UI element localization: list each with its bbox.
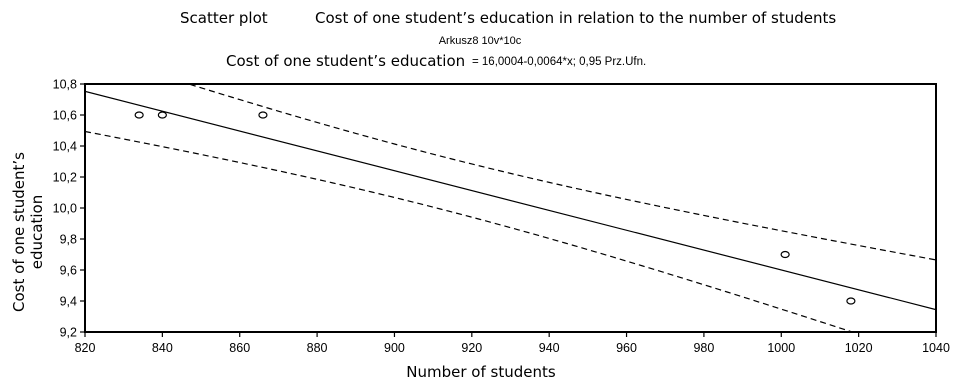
x-tick-label: 1020 xyxy=(845,341,873,355)
y-tick-label: 10,6 xyxy=(53,109,77,123)
regression-layer xyxy=(85,90,936,311)
x-tick-label: 840 xyxy=(152,341,173,355)
y-tick-label: 10,0 xyxy=(53,202,77,216)
x-tick-label: 900 xyxy=(384,341,405,355)
x-tick-label: 940 xyxy=(539,341,560,355)
x-tick-label: 860 xyxy=(229,341,250,355)
x-tick-label: 980 xyxy=(693,341,714,355)
y-axis-label-line1: Cost of one student’s xyxy=(10,152,28,312)
y-tick-label: 10,8 xyxy=(53,78,77,92)
y-tick-label: 9,2 xyxy=(60,326,77,340)
chart-prefix: Scatter plot xyxy=(180,9,268,27)
x-tick-label: 1000 xyxy=(767,341,795,355)
data-point xyxy=(258,111,268,119)
regression-line xyxy=(85,90,936,311)
y-tick-label: 10,2 xyxy=(53,171,77,185)
chart-title: Cost of one student’s education in relat… xyxy=(315,9,836,27)
y-tick-label: 9,8 xyxy=(60,233,77,247)
chart-subtitle: Arkusz8 10v*10c xyxy=(439,35,522,47)
x-tick-label: 880 xyxy=(307,341,328,355)
y-axis-label-group: Cost of one student’s education xyxy=(10,152,46,312)
data-point xyxy=(134,111,144,119)
x-tick-label: 1040 xyxy=(922,341,950,355)
equation-lhs: Cost of one student’s education xyxy=(226,52,465,70)
y-tick-label: 10,4 xyxy=(53,140,77,154)
axis-ticks: 820 840 860 880 900 920 940 960 980 1000 1020 1040 9… xyxy=(53,78,950,356)
equation-rhs: = 16,0004-0,0064*x; 0,95 Prz.Ufn. xyxy=(472,56,646,68)
confidence-bands xyxy=(85,84,936,332)
x-tick-label: 960 xyxy=(616,341,637,355)
confidence-band-upper xyxy=(186,84,936,261)
x-tick-label: 920 xyxy=(461,341,482,355)
confidence-band-lower xyxy=(85,130,855,332)
data-points xyxy=(134,111,856,305)
data-point xyxy=(157,111,167,119)
x-axis-label: Number of students xyxy=(406,363,556,381)
data-point xyxy=(780,250,790,259)
y-tick-label: 9,6 xyxy=(60,264,77,278)
y-tick-label: 9,4 xyxy=(60,295,77,309)
plot-frame xyxy=(84,83,937,333)
y-axis-label-line2: education xyxy=(28,195,46,269)
data-point xyxy=(846,297,856,305)
x-tick-label: 820 xyxy=(75,341,96,355)
